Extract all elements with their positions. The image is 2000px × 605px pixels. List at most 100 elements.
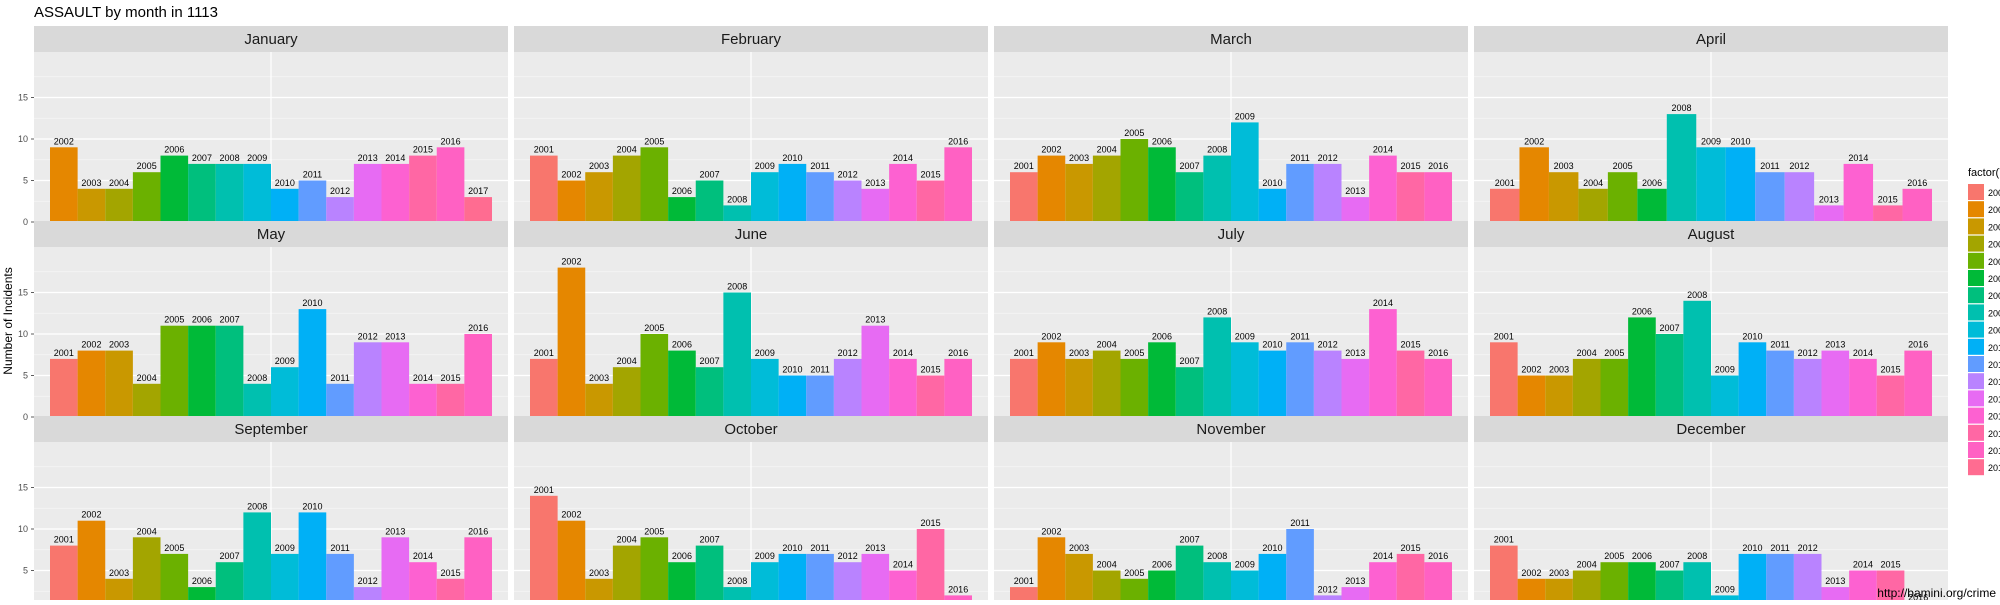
bar xyxy=(132,172,161,222)
facet-strip-label: July xyxy=(1218,226,1245,243)
bar-label: 2009 xyxy=(247,153,267,163)
bar xyxy=(1628,317,1656,417)
bar xyxy=(105,188,133,222)
bar-label: 2010 xyxy=(1262,543,1282,553)
bar-label: 2003 xyxy=(589,568,609,578)
bar-label: 2008 xyxy=(1207,551,1227,561)
bar-label: 2002 xyxy=(1041,526,1061,536)
bar xyxy=(1904,350,1932,417)
bar xyxy=(1120,139,1149,222)
bar-label: 2013 xyxy=(385,526,405,536)
bar-label: 2012 xyxy=(1789,161,1809,171)
bar xyxy=(160,155,189,222)
facet-panel: July 2001 2002 2003 2004 2005 2006 2007 2008 2009… xyxy=(994,221,1468,427)
y-tick-label: 15 xyxy=(18,288,28,298)
bar xyxy=(1313,163,1342,222)
bar xyxy=(1655,334,1684,417)
bar xyxy=(695,367,724,417)
bar xyxy=(1683,300,1711,417)
legend-key xyxy=(1968,459,1984,476)
bar xyxy=(1902,188,1932,222)
bar-label: 2014 xyxy=(1853,560,1873,570)
legend-label: 2005 xyxy=(1988,257,2000,267)
bar xyxy=(1843,163,1874,222)
bar-label: 2002 xyxy=(81,340,101,350)
bar-label: 2007 xyxy=(220,315,240,325)
facet-strip xyxy=(1474,221,1948,247)
bar-label: 2007 xyxy=(1660,560,1680,570)
bar xyxy=(861,553,890,605)
facet-strip-label: November xyxy=(1196,421,1265,438)
bar xyxy=(409,155,437,222)
bar-label: 2010 xyxy=(275,178,295,188)
bar xyxy=(1341,197,1370,222)
bar xyxy=(640,537,669,605)
bar xyxy=(1876,570,1905,605)
bar xyxy=(889,163,917,222)
facet-strip-label: September xyxy=(234,421,307,438)
bar xyxy=(1286,342,1314,417)
bar-label: 2010 xyxy=(1742,543,1762,553)
bar xyxy=(1821,350,1850,417)
bar xyxy=(1683,562,1711,605)
bar xyxy=(1607,172,1638,222)
bar-label: 2012 xyxy=(1318,340,1338,350)
bar xyxy=(50,358,78,417)
bar xyxy=(1148,147,1176,222)
bar-label: 2001 xyxy=(534,485,554,495)
bar-label: 2014 xyxy=(893,348,913,358)
bar-label: 2001 xyxy=(54,348,74,358)
bar-label: 2005 xyxy=(1124,128,1144,138)
bar xyxy=(1490,342,1518,417)
bar-label: 2005 xyxy=(1604,551,1624,561)
facet-panel: November 2001 2002 2003 2004 2005 2006 2007 2008… xyxy=(994,416,1468,605)
bar-label: 2006 xyxy=(672,186,692,196)
legend-label: 2013 xyxy=(1988,394,2000,404)
y-tick-label: 5 xyxy=(23,176,28,186)
bar xyxy=(1341,587,1370,605)
bar-label: 2014 xyxy=(1373,298,1393,308)
bar-label: 2004 xyxy=(1097,145,1117,155)
bar xyxy=(271,553,299,605)
bar xyxy=(1065,358,1093,417)
bar xyxy=(889,358,917,417)
bar-label: 2007 xyxy=(1180,535,1200,545)
facet-strip xyxy=(514,221,988,247)
bar xyxy=(1120,578,1149,605)
bar-label: 2011 xyxy=(1770,543,1789,553)
bar xyxy=(612,545,641,605)
bar-label: 2017 xyxy=(468,186,488,196)
bar-label: 2013 xyxy=(1825,340,1845,350)
bar xyxy=(77,520,106,605)
bar-label: 2009 xyxy=(1715,365,1735,375)
bar-label: 2007 xyxy=(700,356,720,366)
bar xyxy=(1231,570,1259,605)
bar xyxy=(1725,147,1756,222)
bar xyxy=(436,147,465,222)
bar-label: 2009 xyxy=(755,161,775,171)
bar-label: 2014 xyxy=(1373,551,1393,561)
bar-label: 2016 xyxy=(468,323,488,333)
bar xyxy=(1696,147,1726,222)
legend-label: 2008 xyxy=(1988,308,2000,318)
bar-label: 2008 xyxy=(727,576,747,586)
bar xyxy=(1821,587,1850,605)
bar-label: 2002 xyxy=(1521,365,1541,375)
bar xyxy=(944,147,972,222)
bar-label: 2008 xyxy=(1687,290,1707,300)
bar xyxy=(833,358,862,417)
bar-label: 2008 xyxy=(727,282,747,292)
legend-label: 2017 xyxy=(1988,463,2000,473)
bar xyxy=(353,342,382,417)
bar xyxy=(695,545,724,605)
bar-label: 2004 xyxy=(617,145,637,155)
bar xyxy=(778,553,807,605)
legend-label: 2004 xyxy=(1988,240,2000,250)
legend-key xyxy=(1968,407,1984,424)
bar xyxy=(1666,114,1697,222)
bar-label: 2016 xyxy=(1428,551,1448,561)
bar xyxy=(1572,358,1601,417)
bar-label: 2011 xyxy=(1290,518,1309,528)
bar xyxy=(243,512,271,605)
bar-label: 2013 xyxy=(865,178,885,188)
